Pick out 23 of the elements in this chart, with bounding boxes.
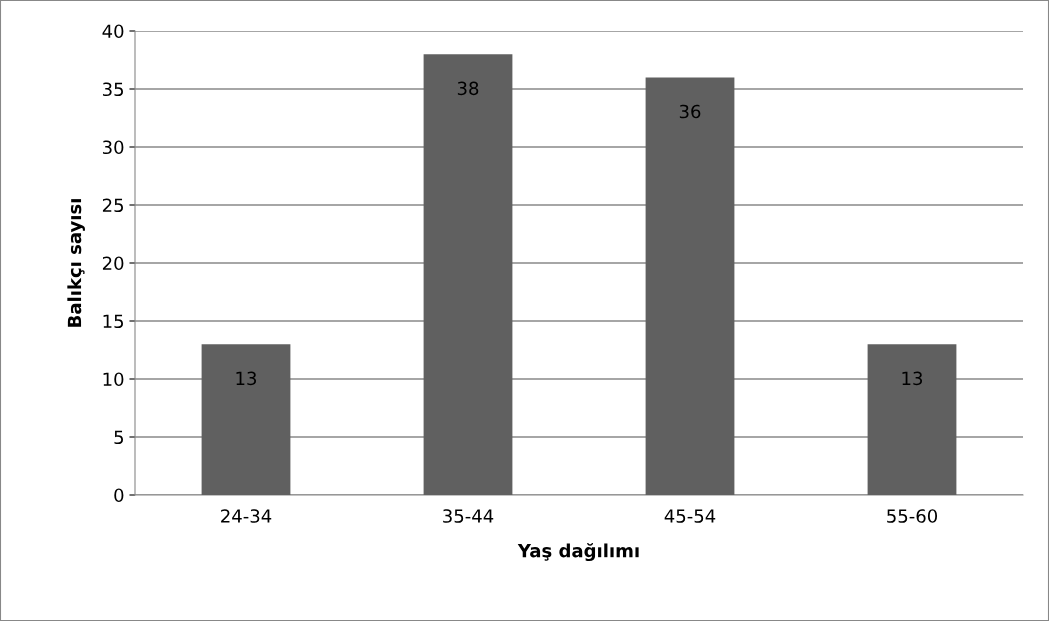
bar — [867, 344, 957, 495]
y-tick-label: 25 — [102, 198, 124, 213]
y-tick-label: 0 — [114, 488, 124, 503]
y-tick-label: 15 — [103, 314, 124, 329]
data-label: 13 — [236, 371, 257, 386]
y-tick-label: 30 — [102, 140, 124, 155]
y-tick-label: 5 — [114, 430, 124, 445]
x-tick-label: 45-54 — [664, 509, 716, 523]
y-tick-label: 20 — [102, 256, 124, 271]
y-tick-label: 10 — [103, 372, 124, 387]
data-label: 38 — [457, 81, 479, 96]
y-tick-label: 35 — [102, 82, 124, 97]
x-axis-title: Yaş dağılımı — [517, 543, 639, 562]
bar — [201, 344, 291, 495]
data-label: 13 — [902, 371, 923, 386]
data-label: 36 — [679, 104, 701, 119]
y-tick-label: 40 — [102, 24, 124, 39]
x-tick-label: 35-44 — [443, 509, 494, 523]
bar — [423, 54, 513, 495]
bar — [645, 77, 735, 495]
x-tick-label: 55-60 — [887, 509, 938, 523]
y-axis-title: Balıkçı sayısı — [67, 199, 85, 327]
x-tick-label: 24-34 — [221, 509, 272, 523]
